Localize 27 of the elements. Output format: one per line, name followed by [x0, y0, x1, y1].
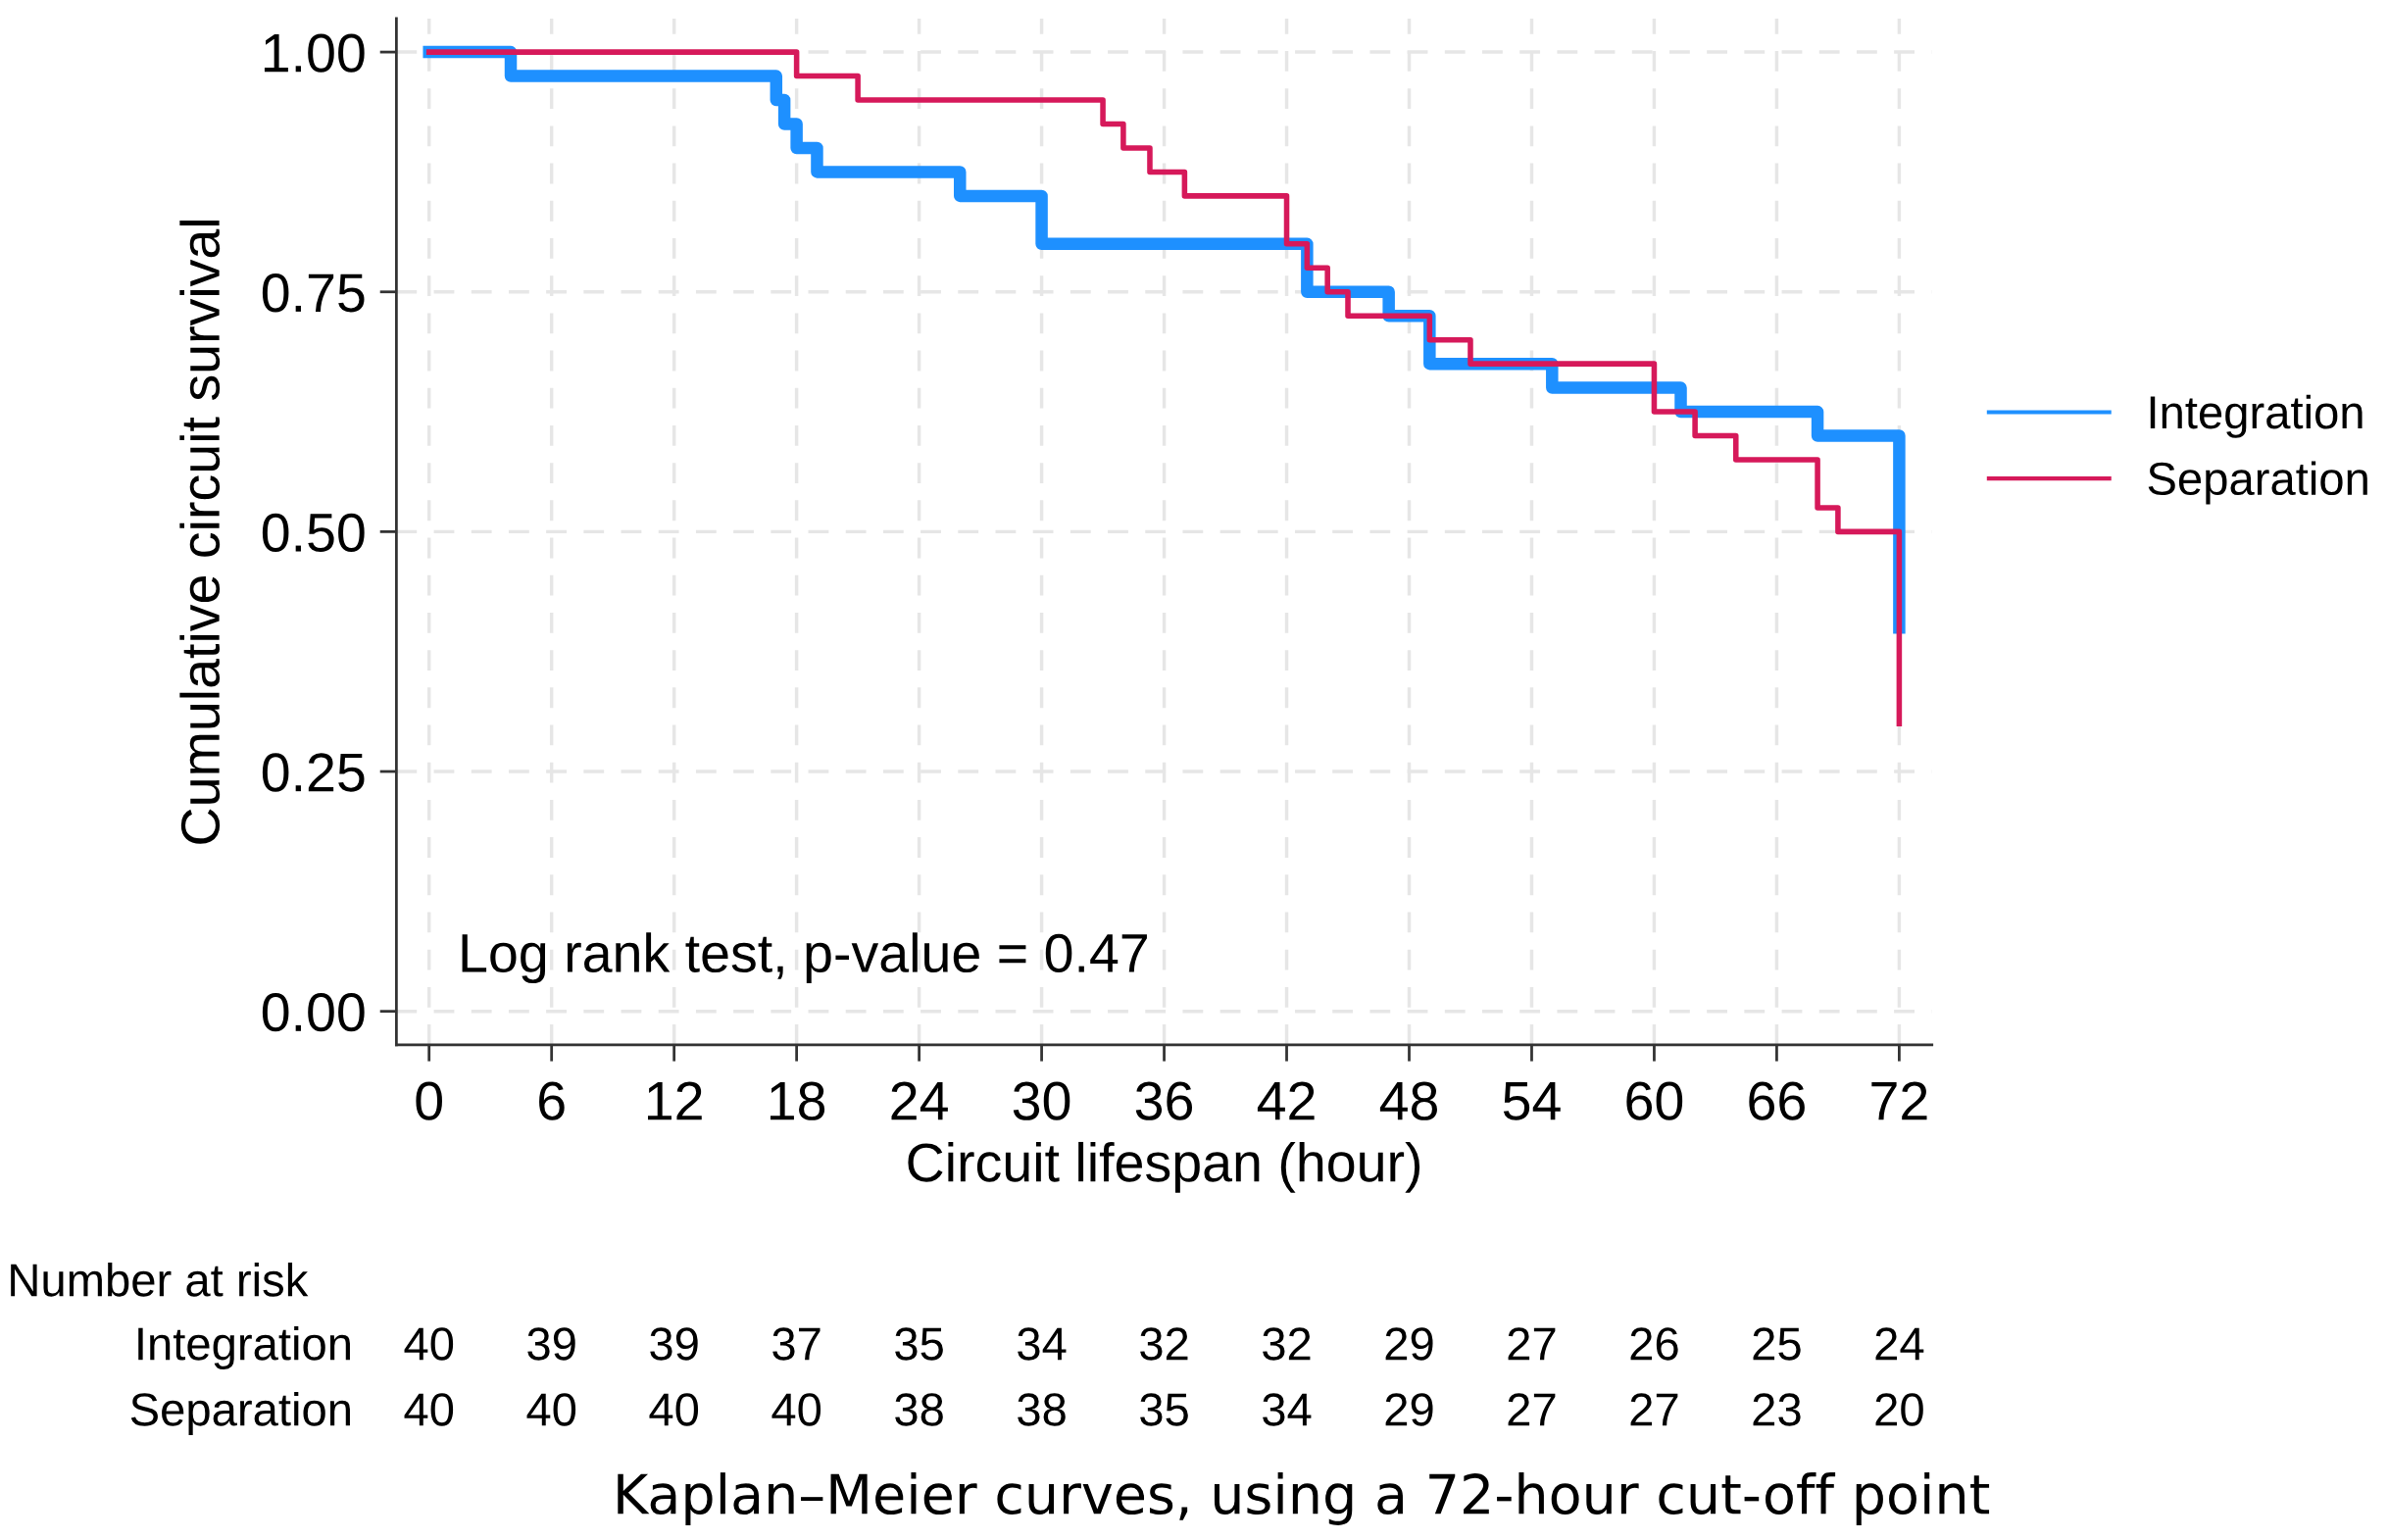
y-tick-label: 1.00: [264, 33, 365, 73]
x-axis-title: Circuit lifespan (hour): [908, 1141, 1420, 1193]
x-tick-label: 0: [416, 1081, 442, 1120]
x-tick-label: 54: [1503, 1082, 1561, 1120]
y-tick-label: 0.25: [262, 753, 365, 792]
x-tick-label: 36: [1135, 1081, 1193, 1120]
x-tick-label: 18: [770, 1081, 825, 1120]
x-tick-label: 48: [1379, 1081, 1437, 1120]
text: Number at risk: [11, 1262, 309, 1297]
text: Integration 40 39 39 37 35 34 32 32 29 27 26 25 24: [138, 1325, 1924, 1370]
x-tick-label: 72: [1871, 1081, 1927, 1120]
x-tick-label: 12: [647, 1081, 702, 1120]
legend-label: Separation: [2148, 461, 2367, 505]
y-tick-label: 0.00: [262, 993, 365, 1032]
y-axis-title: Cumulative circuit survival: [179, 221, 221, 844]
x-tick-label: 30: [1013, 1081, 1070, 1120]
annotation: Log rank test, p-value = 0.47: [462, 932, 1147, 984]
y-tick-label: 0.75: [262, 273, 365, 313]
x-tick-label: 42: [1257, 1081, 1315, 1120]
text: Kaplan–Meier curves, using a 72-hour cut-off point: [618, 1472, 1990, 1525]
x-tick-label: 6: [539, 1081, 565, 1120]
x-tick-label: 24: [891, 1081, 948, 1120]
y-tick-label: 0.50: [262, 513, 365, 553]
x-tick-label: 60: [1626, 1081, 1683, 1120]
text: Separation 40 40 40 40 38 38 35 34 29 27 27 23 20: [130, 1391, 1923, 1436]
x-tick-label: 66: [1749, 1081, 1805, 1120]
legend-label: Integration: [2150, 394, 2363, 438]
